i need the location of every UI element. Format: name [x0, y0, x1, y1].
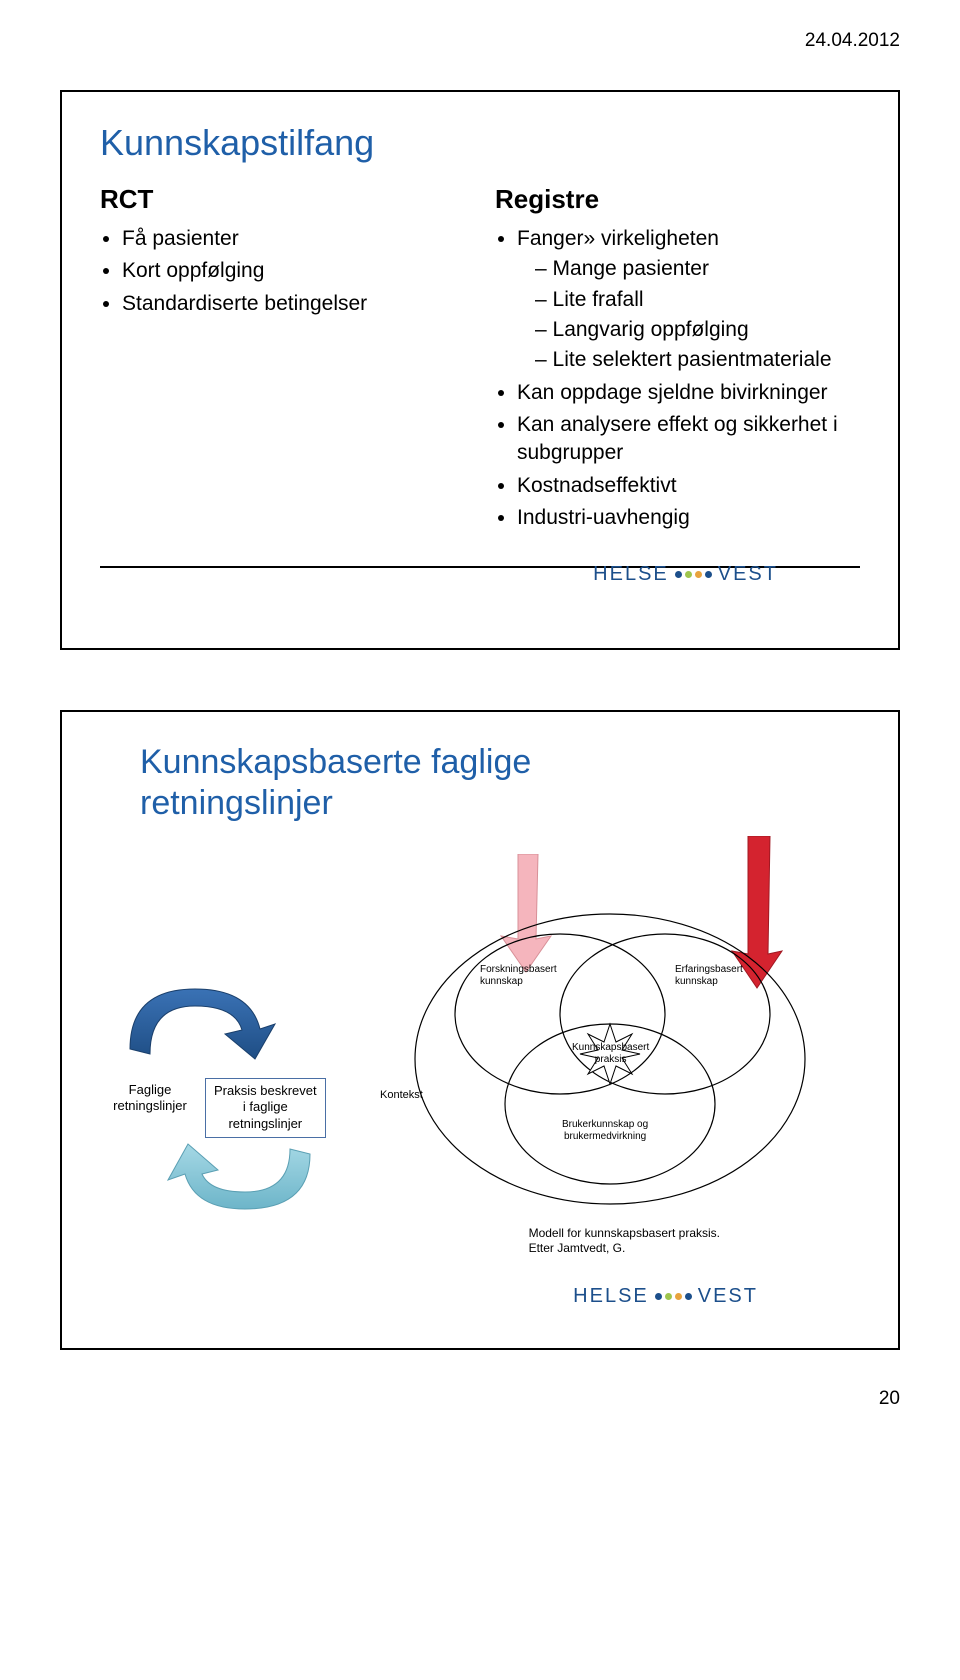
box-line: i faglige — [243, 1099, 288, 1114]
registre-subitem: Langvarig oppfølging — [535, 316, 860, 344]
logo-dots — [655, 1293, 692, 1300]
page-number: 20 — [879, 1388, 900, 1410]
slide2-title: Kunnskapsbaserte faglige retningslinjer — [140, 742, 860, 824]
logo-dot — [675, 1293, 682, 1300]
slide1-left-column: RCT Få pasienter Kort oppfølging Standar… — [100, 184, 465, 536]
label-line: Kunnskapsbasert — [572, 1042, 649, 1053]
logo-dot — [665, 1293, 672, 1300]
diagram-area: Faglige retningslinjer Praksis beskrevet… — [100, 844, 860, 1284]
model-caption: Modell for kunnskapsbasert praksis. Ette… — [529, 1226, 720, 1257]
kunnskapsbasert-label: Kunnskapsbasert praksis — [572, 1042, 649, 1066]
label-line: praksis — [595, 1054, 627, 1065]
slide1-right-column: Registre Fanger» virkeligheten Mange pas… — [495, 184, 860, 536]
logo-dot — [705, 571, 712, 578]
registre-heading: Registre — [495, 184, 860, 215]
registre-item: Kostnadseffektivt — [517, 472, 860, 500]
forskningsbasert-label: Forskningsbasert kunnskap — [480, 964, 557, 988]
caption-line: Modell for kunnskapsbasert praksis. — [529, 1226, 720, 1240]
registre-item: Fanger» virkeligheten Mange pasienter Li… — [517, 225, 860, 375]
label-line: kunnskap — [675, 976, 718, 987]
logo-text-right: VEST — [718, 563, 778, 586]
helse-vest-logo: HELSE VEST — [593, 563, 778, 586]
label-line: Erfaringsbasert — [675, 964, 743, 975]
slide-2: Kunnskapsbaserte faglige retningslinjer … — [60, 710, 900, 1350]
registre-item: Industri-uavhengig — [517, 504, 860, 532]
label-line: Brukerkunnskap og — [562, 1119, 648, 1130]
helse-vest-logo: HELSE VEST — [573, 1285, 758, 1308]
brukerkunnskap-label: Brukerkunnskap og brukermedvirkning — [562, 1119, 648, 1143]
logo-dots — [675, 571, 712, 578]
rct-item: Standardiserte betingelser — [122, 290, 465, 318]
logo-dot — [675, 571, 682, 578]
slide2-title-line1: Kunnskapsbaserte faglige — [140, 743, 531, 781]
label-line: kunnskap — [480, 976, 523, 987]
slide1-title: Kunnskapstilfang — [100, 122, 860, 164]
logo-dot — [685, 1293, 692, 1300]
label-line: brukermedvirkning — [564, 1131, 646, 1142]
registre-subitem: Lite selektert pasientmateriale — [535, 346, 860, 374]
box-line: retningslinjer — [228, 1116, 302, 1131]
logo-text-right: VEST — [698, 1285, 758, 1308]
rct-item: Få pasienter — [122, 225, 465, 253]
logo-dot — [695, 571, 702, 578]
box-line: Praksis beskrevet — [214, 1083, 317, 1098]
slide2-title-line2: retningslinjer — [140, 784, 333, 822]
registre-subitem: Lite frafall — [535, 286, 860, 314]
logo-dot — [685, 571, 692, 578]
rct-heading: RCT — [100, 184, 465, 215]
cyan-curved-arrow-icon — [160, 1134, 330, 1234]
caption-line: Etter Jamtvedt, G. — [529, 1241, 626, 1255]
logo-text-left: HELSE — [593, 563, 669, 586]
faglige-retningslinjer-label: Faglige retningslinjer — [100, 1082, 200, 1116]
blue-curved-arrow-icon — [110, 974, 280, 1084]
praksis-beskrevet-box: Praksis beskrevet i faglige retningslinj… — [205, 1078, 326, 1139]
kontekst-label: Kontekst — [380, 1089, 423, 1101]
registre-subitem: Mange pasienter — [535, 255, 860, 283]
rct-item: Kort oppfølging — [122, 257, 465, 285]
registre-item-text: Fanger» virkeligheten — [517, 227, 719, 250]
logo-dot — [655, 1293, 662, 1300]
label-line: Faglige — [129, 1082, 172, 1097]
logo-text-left: HELSE — [573, 1285, 649, 1308]
slide-1: Kunnskapstilfang RCT Få pasienter Kort o… — [60, 90, 900, 650]
registre-item: Kan analysere effekt og sikkerhet i subg… — [517, 411, 860, 468]
registre-item: Kan oppdage sjeldne bivirkninger — [517, 379, 860, 407]
erfaringsbasert-label: Erfaringsbasert kunnskap — [675, 964, 743, 988]
date-header: 24.04.2012 — [805, 30, 900, 52]
label-line: retningslinjer — [113, 1098, 187, 1113]
label-line: Forskningsbasert — [480, 964, 557, 975]
